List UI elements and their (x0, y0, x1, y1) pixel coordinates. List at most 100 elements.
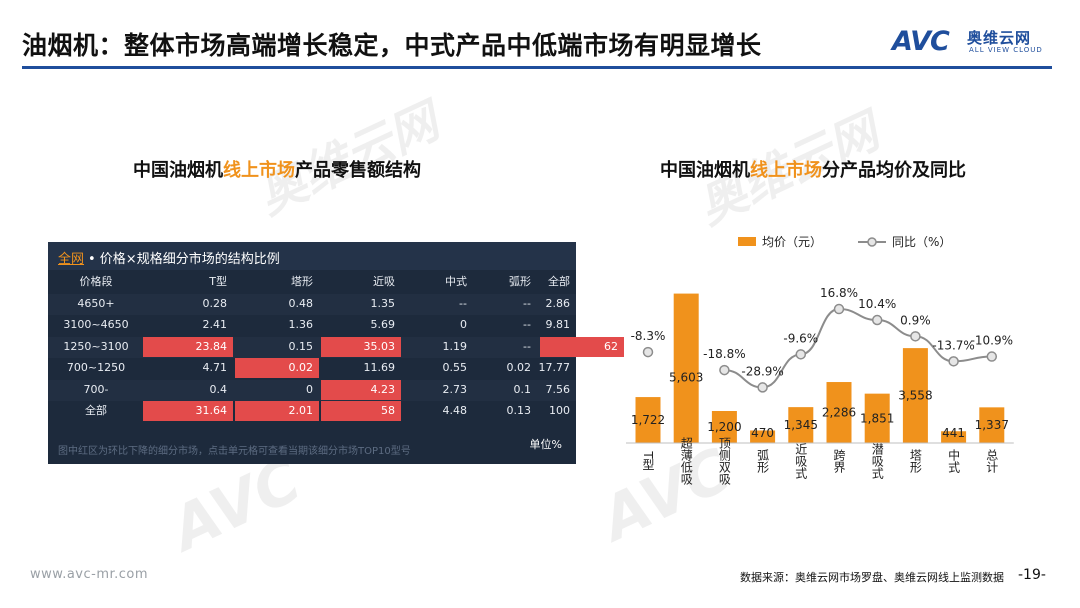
category-label: 总计 (985, 449, 999, 473)
yoy-point-6 (871, 314, 883, 326)
logo-en-text: ALL VIEW CLOUD (969, 46, 1043, 54)
bar-2 (711, 411, 737, 443)
yoy-value-label: -13.7% (932, 338, 974, 352)
table-cell[interactable]: 17.77 (538, 361, 571, 374)
bar-value-label: 2,286 (822, 406, 856, 420)
table-cell[interactable]: 2.01 (235, 401, 319, 421)
table-cell[interactable]: 2.73 (442, 382, 468, 396)
panel-title: • 价格×规格细分市场的结构比例 (88, 252, 280, 267)
table-cell[interactable]: 0.1 (513, 382, 532, 396)
avg-price-chart: 均价（元） 同比（%） 1,722 5,603 1,200 470 1,345 2,286 1,… (626, 235, 1014, 486)
legend-bar-label: 均价（元） (762, 235, 822, 249)
table-row[interactable]: 700~1250 4.71 0.02 11.69 0.55 0.02 17.77 (48, 358, 576, 380)
footer-url[interactable]: www.avc-mr.com (30, 567, 149, 582)
column-header: 全部 (548, 275, 570, 288)
table-cell[interactable]: 2.41 (202, 318, 228, 331)
table-row[interactable]: 700- 0.4 0 4.23 2.73 0.1 7.56 (48, 379, 576, 401)
table-cell[interactable]: 58 (321, 401, 401, 421)
structure-table-panel: 全网 • 价格×规格细分市场的结构比例 价格段 T型 塔形 近吸 中式 弧形 全… (48, 242, 624, 464)
category-label: 超薄低吸 (679, 436, 693, 486)
right-subtitle-pre: 中国油烟机 (660, 160, 750, 181)
yoy-value-label: 16.8% (820, 286, 858, 300)
table-cell[interactable]: 2.86 (545, 296, 571, 310)
footer-source: 数据来源：奥维云网市场罗盘、奥维云网线上监测数据 (740, 571, 1004, 584)
table-cell[interactable]: 4.71 (202, 361, 228, 374)
category-label: 跨界 (832, 449, 846, 474)
column-header: 价格段 (79, 275, 113, 288)
yoy-point-2 (719, 364, 730, 376)
bar-1 (673, 293, 699, 443)
price-segment-cell: 700- (83, 382, 109, 396)
yoy-point-5 (833, 303, 845, 315)
yoy-line (724, 308, 992, 389)
logo-cn-text: 奥维云网 (967, 29, 1032, 47)
legend-line-label: 同比（%） (892, 235, 951, 249)
table-cell[interactable]: 0.55 (442, 361, 468, 374)
table-cell[interactable]: 4.48 (442, 404, 468, 417)
column-header: 近吸 (373, 275, 395, 288)
table-cell[interactable]: 35.03 (321, 336, 401, 357)
table-cell[interactable]: 0.28 (202, 296, 228, 310)
legend-bar-swatch (738, 237, 756, 246)
table-cell[interactable]: 0 (306, 382, 313, 396)
price-segment-cell: 1250~3100 (63, 339, 129, 353)
bar-value-label: 1,345 (784, 418, 818, 432)
table-cell[interactable]: 0.13 (506, 404, 532, 417)
title-divider (22, 66, 1052, 69)
table-cell[interactable]: -- (459, 296, 467, 310)
table-cell[interactable]: 1.19 (442, 339, 468, 353)
table-cell[interactable]: 1.36 (288, 318, 314, 331)
table-cell[interactable]: 23.84 (143, 336, 233, 357)
bar-value-label: 441 (942, 426, 965, 440)
column-header: 中式 (445, 275, 467, 288)
table-cell[interactable]: 5.69 (370, 318, 396, 331)
table-cell[interactable]: 0.02 (506, 361, 532, 374)
table-cell[interactable]: 62 (540, 336, 624, 357)
bar-3 (750, 430, 776, 443)
table-cell[interactable]: -- (523, 339, 531, 353)
bar-9 (979, 407, 1005, 443)
table-header-row: 价格段 T型 塔形 近吸 中式 弧形 全部 (48, 272, 576, 294)
table-row[interactable]: 1250~3100 23.84 0.15 35.03 1.19 -- 62 (48, 336, 624, 358)
left-subtitle-highlight: 线上市场 (223, 160, 295, 181)
table-cell[interactable]: 4.23 (321, 379, 401, 400)
bar-0 (635, 397, 661, 443)
bar-7 (902, 348, 928, 443)
table-cell[interactable]: 7.56 (545, 382, 571, 396)
yoy-value-label: -18.8% (703, 347, 745, 361)
right-subtitle-highlight: 线上市场 (750, 160, 822, 181)
watermark: 奥维云网 (249, 93, 447, 226)
table-cell[interactable]: 11.69 (363, 361, 396, 374)
yoy-point-7 (910, 331, 921, 342)
bar-value-label: 5,603 (669, 371, 703, 385)
yoy-value-label: -8.3% (631, 329, 666, 343)
table-cell[interactable]: 9.81 (545, 318, 571, 331)
table-cell[interactable]: 0 (460, 318, 467, 331)
bar-8 (941, 431, 967, 443)
price-segment-cell: 3100~4650 (63, 318, 129, 331)
table-cell[interactable]: 0.48 (288, 296, 314, 310)
table-cell[interactable]: 0.02 (235, 358, 319, 378)
category-label: 潜吸式 (870, 443, 884, 479)
table-cell[interactable]: -- (523, 318, 531, 331)
table-cell[interactable]: 1.35 (370, 296, 396, 310)
table-cell[interactable]: -- (523, 296, 531, 310)
yoy-point-3 (757, 382, 768, 393)
category-label: 顶侧双吸 (717, 437, 731, 486)
price-segment-cell: 全部 (85, 404, 107, 417)
table-row[interactable]: 3100~4650 2.41 1.36 5.69 0 -- 9.81 (48, 315, 576, 337)
table-row[interactable]: 4650+ 0.28 0.48 1.35 -- -- 2.86 (48, 293, 576, 315)
avc-logo: AVC 奥维云网 ALL VIEW CLOUD (892, 26, 1057, 60)
table-cell[interactable]: 0.15 (288, 339, 314, 353)
yoy-point-0 (642, 346, 654, 358)
bar-5 (826, 382, 852, 443)
yoy-value-label: -9.6% (783, 331, 818, 345)
table-cell[interactable]: 0.4 (209, 382, 228, 396)
table-cell[interactable]: 100 (549, 404, 570, 417)
category-label: 近吸式 (794, 443, 808, 479)
table-row[interactable]: 全部 31.64 2.01 58 4.48 0.13 100 (48, 401, 576, 423)
category-label: 塔形 (908, 449, 922, 474)
tab-all-network[interactable]: 全网 (58, 252, 85, 267)
logo-mark: AVC (892, 26, 950, 57)
table-cell[interactable]: 31.64 (143, 401, 233, 421)
